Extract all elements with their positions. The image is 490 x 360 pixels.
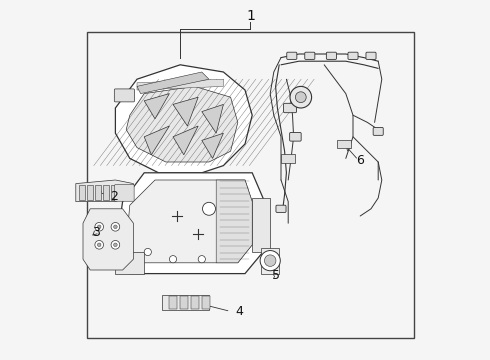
Circle shape: [95, 240, 103, 249]
FancyBboxPatch shape: [115, 185, 134, 201]
Circle shape: [260, 251, 280, 271]
Circle shape: [144, 248, 151, 256]
Polygon shape: [83, 209, 133, 270]
Polygon shape: [162, 295, 209, 310]
Bar: [87, 185, 93, 200]
FancyBboxPatch shape: [337, 140, 351, 148]
Bar: [127, 185, 133, 200]
FancyBboxPatch shape: [326, 52, 337, 59]
Polygon shape: [202, 133, 223, 158]
Bar: [79, 185, 85, 200]
Bar: [180, 296, 188, 309]
Text: 6: 6: [356, 154, 364, 167]
Bar: [111, 185, 117, 200]
Circle shape: [114, 225, 117, 229]
FancyBboxPatch shape: [276, 205, 286, 212]
Bar: [191, 296, 199, 309]
Polygon shape: [76, 180, 133, 202]
Polygon shape: [202, 104, 223, 133]
Polygon shape: [126, 86, 238, 162]
Circle shape: [111, 240, 120, 249]
Polygon shape: [144, 126, 170, 155]
Polygon shape: [137, 72, 209, 94]
Polygon shape: [116, 252, 144, 274]
FancyBboxPatch shape: [281, 154, 295, 163]
Text: 3: 3: [92, 226, 99, 239]
FancyBboxPatch shape: [373, 127, 383, 135]
Circle shape: [111, 222, 120, 231]
Circle shape: [98, 225, 101, 229]
FancyBboxPatch shape: [305, 52, 315, 59]
Bar: [95, 185, 101, 200]
FancyBboxPatch shape: [287, 52, 297, 59]
Polygon shape: [216, 180, 252, 263]
Bar: [103, 185, 109, 200]
Bar: [87, 32, 414, 338]
Polygon shape: [116, 65, 252, 173]
FancyBboxPatch shape: [114, 89, 134, 102]
Text: 2: 2: [110, 190, 118, 203]
FancyBboxPatch shape: [366, 52, 376, 59]
Polygon shape: [126, 86, 238, 162]
Circle shape: [114, 243, 117, 247]
Bar: [119, 185, 125, 200]
Polygon shape: [173, 97, 198, 126]
Polygon shape: [137, 79, 223, 90]
Circle shape: [202, 202, 216, 215]
Circle shape: [95, 222, 103, 231]
Polygon shape: [144, 94, 170, 119]
Text: 5: 5: [271, 269, 280, 282]
FancyBboxPatch shape: [348, 52, 358, 59]
Bar: [202, 296, 210, 309]
Circle shape: [265, 255, 276, 266]
Polygon shape: [252, 198, 270, 252]
Text: 1: 1: [246, 9, 255, 23]
Circle shape: [98, 243, 101, 247]
Polygon shape: [173, 126, 198, 155]
Polygon shape: [116, 173, 263, 274]
Text: 4: 4: [236, 305, 244, 318]
FancyBboxPatch shape: [284, 103, 296, 113]
Circle shape: [170, 256, 176, 263]
FancyBboxPatch shape: [290, 132, 301, 141]
Bar: [170, 296, 177, 309]
Circle shape: [295, 92, 306, 103]
Circle shape: [290, 86, 312, 108]
Polygon shape: [126, 180, 252, 263]
Circle shape: [198, 256, 205, 263]
Polygon shape: [261, 248, 279, 274]
